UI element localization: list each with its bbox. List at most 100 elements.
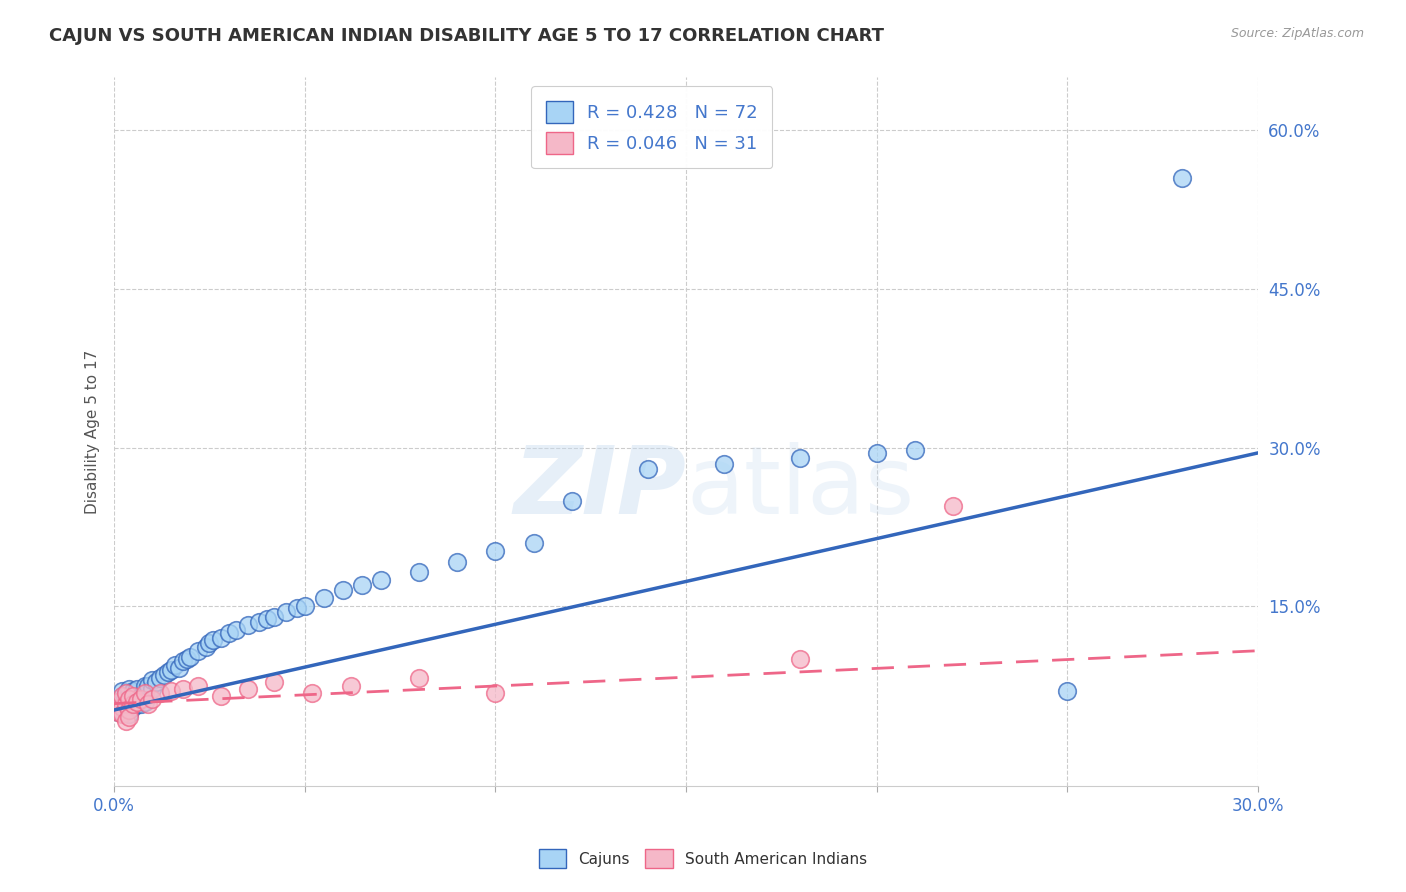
Point: [789, 451, 811, 466]
Point: [160, 684, 183, 698]
Point: [134, 686, 156, 700]
Point: [152, 668, 174, 682]
Point: [107, 705, 129, 719]
Point: [107, 705, 129, 719]
Point: [111, 684, 134, 698]
Point: [138, 697, 160, 711]
Point: [522, 536, 544, 550]
Point: [167, 661, 190, 675]
Point: [218, 625, 240, 640]
Point: [114, 697, 136, 711]
Point: [256, 612, 278, 626]
Point: [263, 675, 285, 690]
Point: [179, 650, 201, 665]
Point: [274, 605, 297, 619]
Point: [209, 631, 232, 645]
Point: [138, 686, 160, 700]
Point: [247, 615, 270, 630]
Point: [561, 493, 583, 508]
Point: [637, 462, 659, 476]
Point: [350, 578, 373, 592]
Text: Source: ZipAtlas.com: Source: ZipAtlas.com: [1230, 27, 1364, 40]
Point: [339, 679, 361, 693]
Point: [114, 692, 136, 706]
Point: [125, 692, 148, 706]
Point: [202, 633, 225, 648]
Point: [134, 694, 156, 708]
Point: [114, 703, 136, 717]
Point: [129, 697, 152, 711]
Point: [165, 657, 187, 672]
Point: [187, 644, 209, 658]
Point: [263, 610, 285, 624]
Point: [141, 692, 163, 706]
Point: [122, 692, 145, 706]
Legend: Cajuns, South American Indians: Cajuns, South American Indians: [531, 841, 875, 875]
Point: [114, 686, 136, 700]
Point: [446, 555, 468, 569]
Point: [111, 699, 134, 714]
Point: [172, 681, 194, 696]
Point: [294, 599, 316, 614]
Point: [122, 684, 145, 698]
Point: [141, 673, 163, 688]
Point: [118, 694, 141, 708]
Point: [122, 686, 145, 700]
Point: [209, 690, 232, 704]
Point: [107, 694, 129, 708]
Point: [145, 675, 167, 690]
Point: [118, 690, 141, 704]
Point: [1170, 170, 1192, 185]
Point: [107, 694, 129, 708]
Point: [160, 663, 183, 677]
Point: [301, 686, 323, 700]
Point: [942, 499, 965, 513]
Point: [198, 636, 221, 650]
Point: [122, 690, 145, 704]
Y-axis label: Disability Age 5 to 17: Disability Age 5 to 17: [86, 350, 100, 514]
Point: [194, 640, 217, 654]
Point: [370, 573, 392, 587]
Point: [149, 686, 172, 700]
Point: [904, 442, 927, 457]
Point: [118, 681, 141, 696]
Point: [125, 697, 148, 711]
Point: [484, 544, 506, 558]
Point: [111, 705, 134, 719]
Point: [111, 707, 134, 722]
Point: [118, 710, 141, 724]
Point: [285, 601, 308, 615]
Point: [1056, 684, 1078, 698]
Point: [149, 671, 172, 685]
Text: ZIP: ZIP: [513, 442, 686, 534]
Point: [138, 679, 160, 693]
Point: [141, 681, 163, 696]
Point: [125, 694, 148, 708]
Point: [484, 686, 506, 700]
Point: [134, 679, 156, 693]
Point: [129, 690, 152, 704]
Point: [236, 681, 259, 696]
Point: [176, 652, 198, 666]
Point: [118, 697, 141, 711]
Point: [129, 692, 152, 706]
Point: [187, 679, 209, 693]
Point: [114, 714, 136, 728]
Point: [118, 707, 141, 722]
Point: [408, 566, 430, 580]
Point: [111, 690, 134, 704]
Text: atlas: atlas: [686, 442, 914, 534]
Point: [125, 681, 148, 696]
Point: [172, 654, 194, 668]
Point: [225, 623, 247, 637]
Point: [408, 671, 430, 685]
Point: [134, 684, 156, 698]
Point: [122, 699, 145, 714]
Point: [111, 697, 134, 711]
Point: [118, 703, 141, 717]
Point: [118, 692, 141, 706]
Point: [107, 699, 129, 714]
Point: [312, 591, 335, 605]
Point: [114, 686, 136, 700]
Point: [114, 699, 136, 714]
